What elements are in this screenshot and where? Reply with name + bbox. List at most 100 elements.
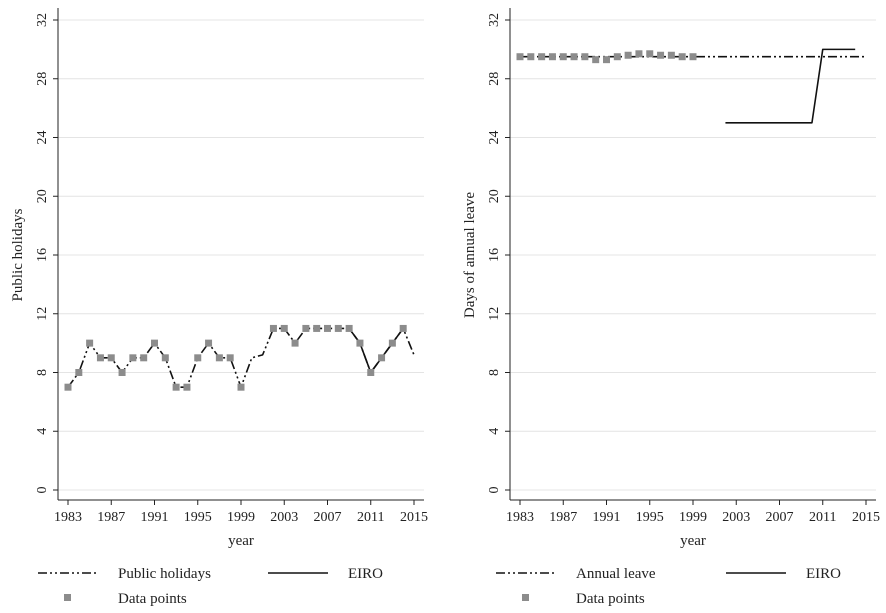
data-point — [64, 383, 72, 391]
data-point — [538, 53, 546, 61]
x-tick-label: 2011 — [809, 510, 836, 525]
data-point — [280, 324, 288, 332]
chart-panel-1: 0 4 8 12 16 20 24 28 32 1983 1987 1991 1995 1999 2003 2… — [10, 8, 428, 607]
data-point — [226, 354, 234, 362]
data-point — [324, 324, 331, 332]
data-point — [140, 354, 148, 362]
data-point — [205, 339, 213, 347]
x-tick-label: 2015 — [852, 510, 880, 525]
series-line-eiro — [725, 48, 856, 124]
y-tick-label: 8 — [487, 369, 502, 376]
data-point — [356, 339, 364, 347]
data-point — [345, 324, 353, 332]
data-point — [613, 53, 621, 61]
x-tick-label: 1995 — [636, 510, 664, 525]
legend-label: Data points — [576, 591, 645, 607]
y-tick-label: 16 — [487, 248, 502, 262]
data-point — [592, 56, 600, 64]
data-point — [678, 53, 686, 61]
y-tick-label: 32 — [35, 13, 50, 27]
legend: Annual leave EIRO Data points — [496, 566, 841, 607]
data-point — [151, 339, 158, 347]
x-tick-label: 1983 — [54, 510, 82, 525]
y-tick-label: 12 — [35, 307, 50, 321]
data-point — [667, 51, 675, 59]
data-point — [161, 354, 169, 362]
data-point — [75, 369, 83, 376]
y-tick-label: 24 — [487, 131, 502, 145]
data-point — [194, 354, 202, 362]
legend: Public holidays EIRO Data points — [38, 566, 383, 607]
legend-swatch-marker — [522, 594, 529, 601]
y-tick-label: 0 — [487, 487, 502, 494]
y-tick-label: 0 — [35, 487, 50, 494]
data-point — [86, 339, 94, 347]
data-point — [107, 354, 115, 362]
data-point — [172, 383, 180, 391]
x-tick-label: 2003 — [270, 510, 298, 525]
data-point — [269, 324, 277, 332]
y-tick-label: 20 — [487, 189, 502, 203]
data-point — [646, 50, 654, 58]
legend-label: Public holidays — [118, 566, 211, 582]
x-tick-label: 1983 — [506, 510, 534, 525]
x-axis-title: year — [228, 533, 254, 549]
data-point — [689, 53, 697, 61]
legend-swatch-marker — [64, 594, 71, 601]
x-tick-label: 2007 — [766, 510, 794, 525]
y-tick-label: 4 — [35, 428, 50, 435]
data-point — [388, 339, 396, 347]
legend-label: Data points — [118, 591, 187, 607]
data-point — [334, 324, 342, 332]
series-line-public-holidays — [67, 327, 415, 388]
data-point — [635, 50, 643, 58]
data-point — [559, 53, 567, 61]
data-point — [570, 53, 578, 61]
x-tick-label: 1987 — [549, 510, 577, 525]
x-tick-label: 1987 — [97, 510, 125, 525]
x-tick-label: 1991 — [141, 510, 169, 525]
data-point — [378, 354, 386, 362]
data-point — [118, 369, 126, 376]
y-tick-label: 12 — [487, 307, 502, 321]
data-point — [237, 383, 245, 391]
data-point — [624, 51, 632, 59]
data-point — [291, 339, 299, 347]
y-tick-label: 28 — [35, 72, 50, 86]
y-tick-label: 24 — [35, 131, 50, 145]
legend-label: Annual leave — [576, 566, 656, 582]
chart-panel-2: 0 4 8 12 16 20 24 28 32 1983 1987 1991 1995 1999 2003 2… — [462, 8, 880, 607]
data-point — [657, 51, 665, 59]
data-point — [129, 354, 137, 362]
y-axis-title: Public holidays — [10, 208, 26, 301]
legend-label: EIRO — [348, 566, 383, 582]
series-line-eiro — [348, 327, 404, 374]
data-point — [183, 383, 191, 391]
data-point — [603, 56, 610, 64]
x-axis-title: year — [680, 533, 706, 549]
data-point — [548, 53, 556, 61]
y-tick-label: 4 — [487, 428, 502, 435]
data-point — [516, 53, 524, 61]
data-point — [302, 324, 310, 332]
data-point — [367, 369, 375, 376]
x-tick-label: 1999 — [679, 510, 707, 525]
x-tick-label: 2007 — [314, 510, 342, 525]
y-tick-label: 28 — [487, 72, 502, 86]
legend-label: EIRO — [806, 566, 841, 582]
y-tick-label: 16 — [35, 248, 50, 262]
data-point — [581, 53, 589, 61]
x-tick-label: 2015 — [400, 510, 428, 525]
y-tick-label: 32 — [487, 13, 502, 27]
x-tick-label: 1991 — [593, 510, 621, 525]
data-point — [313, 324, 321, 332]
y-tick-label: 8 — [35, 369, 50, 376]
x-tick-label: 2003 — [722, 510, 750, 525]
x-tick-label: 1999 — [227, 510, 255, 525]
x-tick-label: 1995 — [184, 510, 212, 525]
data-point — [215, 354, 223, 362]
data-point — [399, 324, 407, 332]
data-point — [96, 354, 104, 362]
